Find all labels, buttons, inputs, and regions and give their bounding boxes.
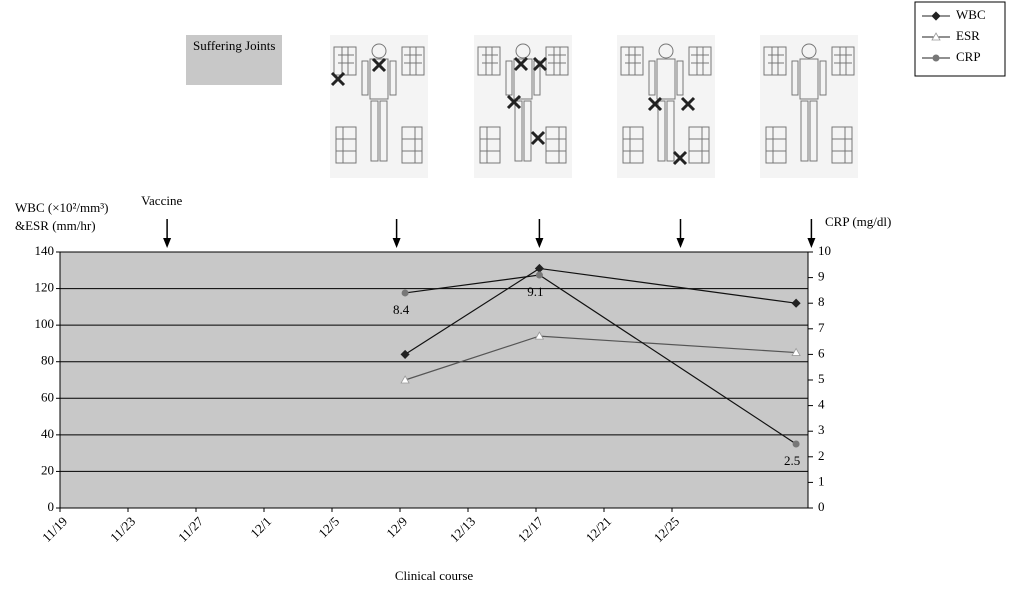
arrow-head (677, 238, 685, 248)
y-title: &ESR (mm/hr) (15, 218, 96, 233)
y-tick-label: 80 (41, 353, 54, 368)
x-tick-label: 12/13 (447, 514, 479, 546)
x-tick-label: 11/27 (175, 513, 207, 545)
x-tick-label: 11/23 (107, 514, 138, 545)
y2-tick-label: 1 (818, 473, 825, 488)
y2-title: CRP (mg/dl) (825, 214, 891, 229)
x-tick-label: 12/21 (583, 514, 615, 546)
x-tick-label: 12/1 (247, 514, 274, 541)
y-tick-label: 60 (41, 389, 54, 404)
y-tick-label: 0 (48, 499, 55, 514)
marker (402, 289, 409, 296)
y-tick-label: 40 (41, 426, 54, 441)
arrow-head (535, 238, 543, 248)
y-title: WBC (×10²/mm³) (15, 200, 108, 215)
y2-tick-label: 10 (818, 243, 831, 258)
y2-tick-label: 3 (818, 422, 825, 437)
legend-label: CRP (956, 49, 981, 64)
legend-label: WBC (956, 7, 986, 22)
y2-tick-label: 7 (818, 320, 825, 335)
y-tick-label: 20 (41, 462, 54, 477)
x-tick-label: 12/25 (651, 514, 683, 546)
arrow-head (393, 238, 401, 248)
y-tick-label: 120 (35, 280, 55, 295)
value-label: 9.1 (527, 284, 543, 299)
x-tick-label: 12/17 (515, 513, 547, 545)
page: Suffering Joints WBC (×10²/mm³) &ESR (mm… (0, 0, 1010, 589)
y2-tick-label: 2 (818, 448, 825, 463)
legend-label: ESR (956, 28, 980, 43)
plot-area (60, 252, 808, 508)
y-tick-label: 100 (35, 316, 55, 331)
y-tick-label: 140 (35, 243, 55, 258)
y2-tick-label: 0 (818, 499, 825, 514)
x-tick-label: 11/19 (39, 514, 70, 545)
y2-tick-label: 5 (818, 371, 825, 386)
joints-label: Suffering Joints (193, 38, 275, 53)
joint-diagrams (330, 35, 858, 178)
x-title: Clinical course (395, 568, 474, 583)
value-label: 2.5 (784, 453, 800, 468)
marker (536, 272, 543, 279)
y2-tick-label: 4 (818, 397, 825, 412)
marker (933, 55, 940, 62)
arrow-head (163, 238, 171, 248)
y2-tick-label: 9 (818, 269, 825, 284)
x-tick-label: 12/9 (383, 514, 410, 541)
x-tick-label: 12/5 (315, 514, 342, 541)
arrow-head (807, 238, 815, 248)
annotation: Vaccine (141, 193, 182, 208)
y2-tick-label: 8 (818, 294, 825, 309)
marker (793, 441, 800, 448)
value-label: 8.4 (393, 302, 410, 317)
y2-tick-label: 6 (818, 345, 825, 360)
